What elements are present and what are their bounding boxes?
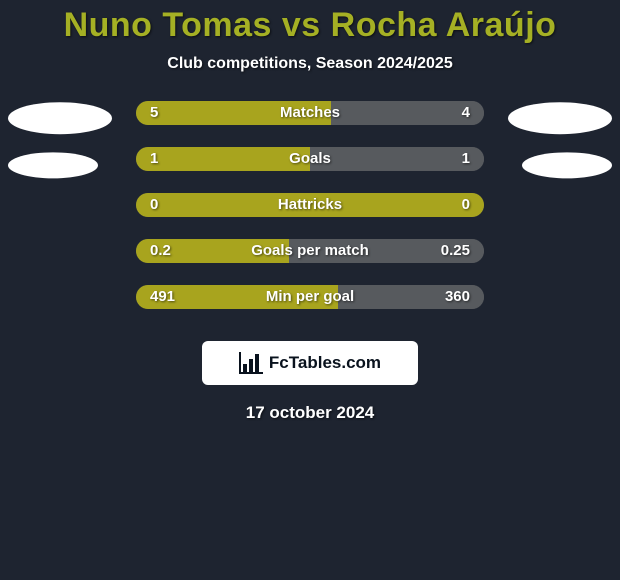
stat-bar-right	[338, 285, 484, 309]
brand-box[interactable]: FcTables.com	[202, 341, 418, 385]
stat-bar-left	[136, 193, 484, 217]
player-left-avatar	[8, 152, 98, 178]
stat-row-goals: 1 Goals 1	[0, 147, 620, 193]
subtitle: Club competitions, Season 2024/2025	[0, 55, 620, 73]
player-right-avatar	[508, 102, 612, 134]
stat-bar-right	[289, 239, 484, 263]
comparison-infographic: Nuno Tomas vs Rocha Araújo Club competit…	[0, 0, 620, 580]
stat-bar-left	[136, 285, 338, 309]
player-left-avatar	[8, 102, 112, 134]
brand-text-right: com	[346, 353, 381, 372]
stat-bar-track: 0 Hattricks 0	[136, 193, 484, 217]
stat-bar-right	[331, 101, 484, 125]
stat-bar-track: 0.2 Goals per match 0.25	[136, 239, 484, 263]
date-label: 17 october 2024	[0, 403, 620, 423]
stat-row-min-per-goal: 491 Min per goal 360	[0, 285, 620, 331]
stat-bar-left	[136, 147, 310, 171]
stat-bar-left	[136, 239, 289, 263]
brand-text: FcTables.com	[269, 353, 381, 373]
bar-chart-icon	[239, 352, 263, 374]
stat-bar-track: 491 Min per goal 360	[136, 285, 484, 309]
stat-bar-track: 1 Goals 1	[136, 147, 484, 171]
brand-text-left: FcTables	[269, 353, 341, 372]
stat-row-goals-per-match: 0.2 Goals per match 0.25	[0, 239, 620, 285]
stat-bar-right	[310, 147, 484, 171]
stat-bar-left	[136, 101, 331, 125]
stat-bar-track: 5 Matches 4	[136, 101, 484, 125]
player-right-avatar	[522, 152, 612, 178]
page-title: Nuno Tomas vs Rocha Araújo	[0, 6, 620, 45]
stat-row-hattricks: 0 Hattricks 0	[0, 193, 620, 239]
stat-row-matches: 5 Matches 4	[0, 101, 620, 147]
